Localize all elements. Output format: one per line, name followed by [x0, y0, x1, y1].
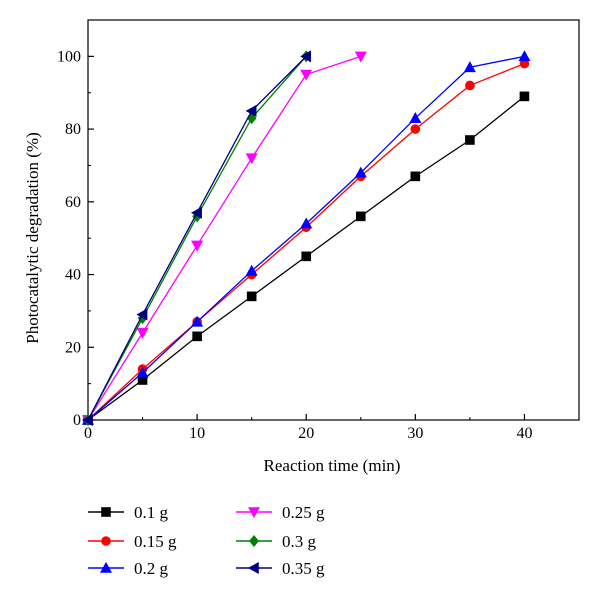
- series-line: [87, 55, 307, 421]
- x-tick-label: 20: [298, 425, 314, 442]
- data-point: [192, 331, 202, 342]
- y-tick-label: 40: [65, 267, 81, 284]
- legend-marker: [101, 507, 111, 517]
- x-tick-label: 10: [189, 425, 205, 442]
- data-point: [245, 104, 257, 117]
- series-3: [81, 51, 367, 427]
- data-point: [81, 413, 93, 427]
- data-point: [409, 112, 422, 123]
- data-point: [300, 69, 313, 81]
- series-line: [87, 55, 307, 421]
- series-0: [83, 91, 530, 425]
- legend-item: 0.25 g: [236, 503, 325, 522]
- x-tick-label: 0: [84, 425, 92, 442]
- legend-marker: [249, 535, 259, 547]
- series-line: [87, 55, 361, 421]
- data-point: [191, 315, 204, 327]
- x-tick-label: 30: [407, 425, 423, 442]
- legend-label: 0.3 g: [282, 532, 317, 551]
- data-point: [410, 124, 421, 134]
- data-point: [245, 264, 258, 276]
- legend-marker: [247, 561, 259, 575]
- series-4: [83, 50, 312, 426]
- legend-label: 0.35 g: [282, 559, 325, 578]
- data-point: [354, 166, 367, 178]
- data-point: [136, 327, 149, 339]
- series-line: [87, 63, 525, 421]
- data-point: [136, 308, 148, 321]
- legend-label: 0.15 g: [134, 532, 177, 551]
- series-5: [81, 50, 312, 427]
- legend-marker: [101, 536, 111, 546]
- legend-marker: [99, 561, 113, 573]
- legend-label: 0.2 g: [134, 559, 169, 578]
- y-tick-label: 0: [73, 412, 81, 429]
- legend-label: 0.25 g: [282, 503, 325, 522]
- series-1: [83, 58, 530, 425]
- data-point: [463, 61, 476, 73]
- data-point: [355, 211, 366, 222]
- legend-item: 0.1 g: [88, 503, 169, 522]
- data-point: [465, 80, 475, 91]
- plot-frame: [87, 19, 580, 421]
- data-point: [518, 50, 531, 62]
- series-2: [81, 50, 531, 425]
- data-point: [300, 217, 313, 229]
- legend-item: 0.3 g: [236, 532, 317, 551]
- y-tick-label: 20: [65, 339, 81, 356]
- y-tick-label: 100: [57, 48, 81, 65]
- legend-item: 0.15 g: [88, 532, 177, 551]
- data-point: [301, 251, 312, 262]
- y-tick-label: 60: [65, 194, 81, 211]
- legend: 0.1 g 0.15 g 0.2 g 0.25 g 0.3 g 0.35 g: [88, 503, 325, 578]
- data-point: [190, 206, 202, 219]
- x-tick-label: 40: [516, 425, 532, 442]
- data-point: [410, 171, 421, 182]
- plot-area: 0 10 20 30 40 0 20 40 60 80 100: [57, 19, 580, 442]
- legend-item: 0.35 g: [236, 559, 325, 578]
- data-point: [245, 153, 258, 165]
- data-point: [191, 240, 204, 252]
- data-point: [246, 291, 257, 302]
- y-tick-label: 80: [65, 121, 81, 138]
- data-point: [465, 135, 475, 145]
- data-point: [300, 50, 312, 63]
- data-point: [519, 91, 530, 102]
- legend-item: 0.2 g: [88, 559, 169, 578]
- legend-label: 0.1 g: [134, 503, 169, 522]
- x-axis-label: Reaction time (min): [264, 456, 401, 475]
- y-axis-label: Photocatalytic degradation (%): [23, 132, 42, 343]
- data-point: [354, 51, 367, 63]
- legend-marker: [247, 507, 261, 519]
- series-line: [87, 55, 525, 421]
- data-point: [136, 366, 149, 378]
